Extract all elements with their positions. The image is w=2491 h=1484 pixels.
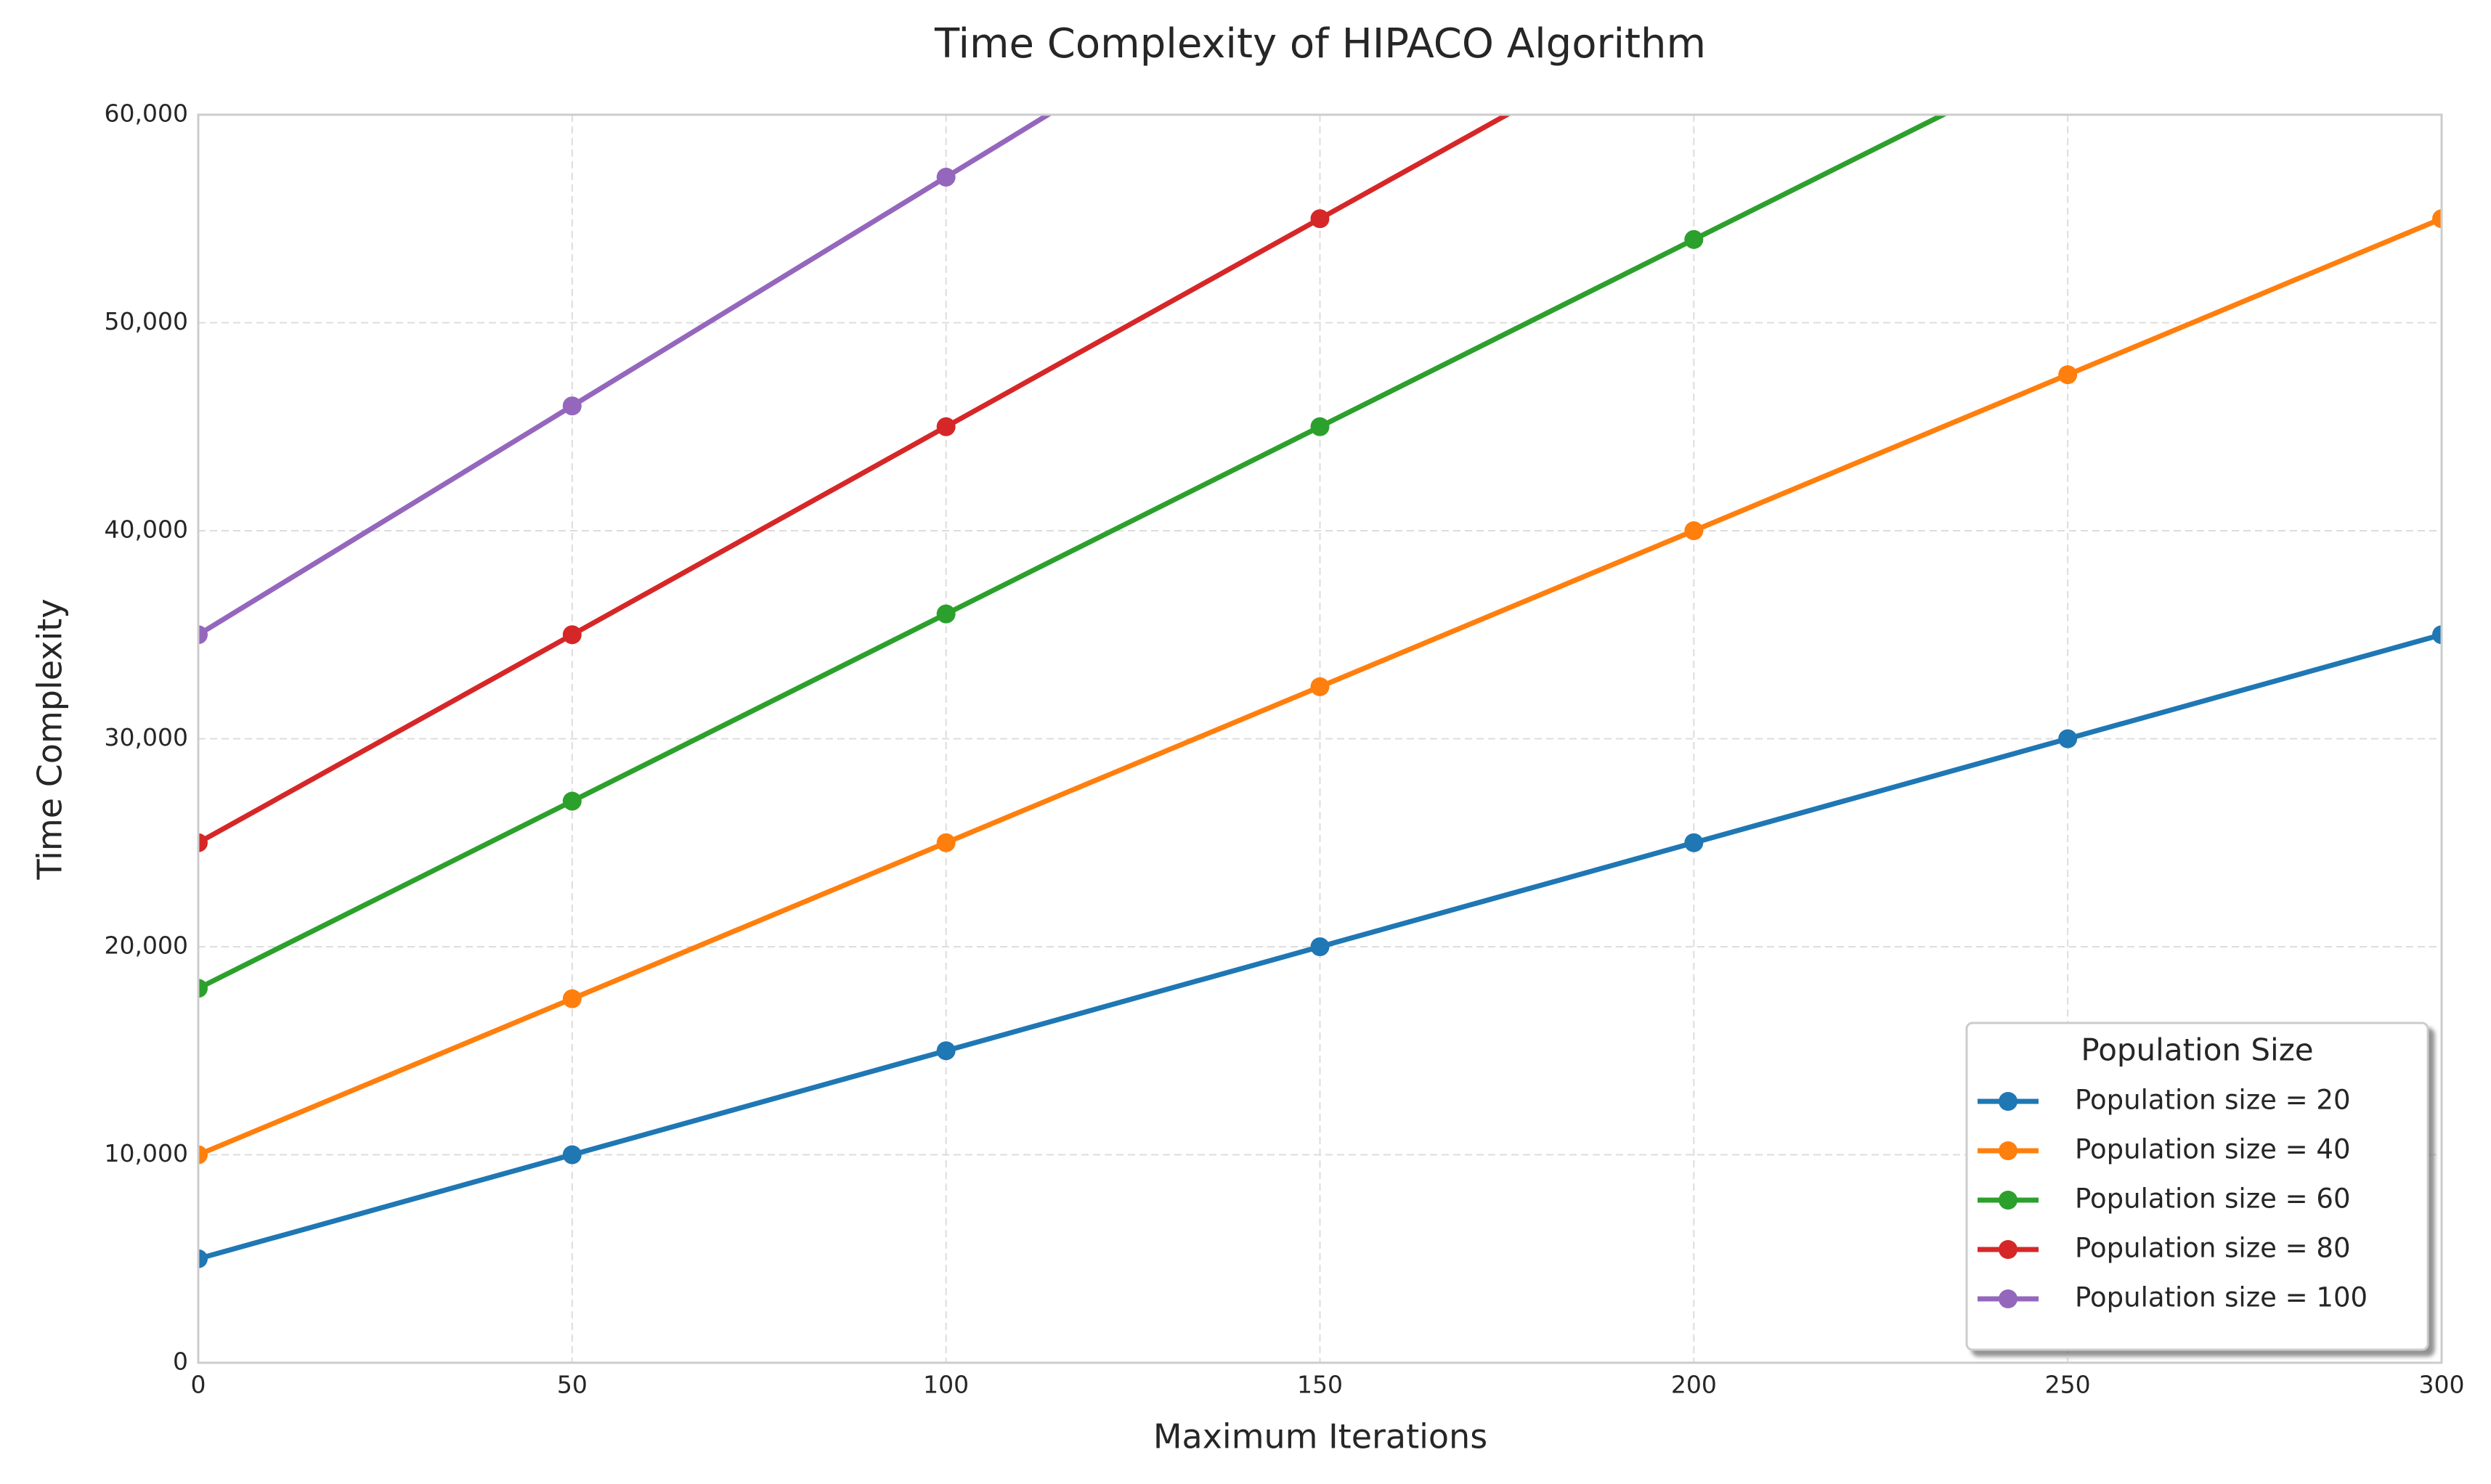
data-point [936, 167, 956, 187]
legend-label: Population size = 100 [2075, 1282, 2368, 1313]
data-point [562, 625, 582, 645]
data-point [2432, 625, 2442, 645]
legend-marker [1999, 1289, 2017, 1308]
data-point [936, 417, 956, 436]
x-axis-label: Maximum Iterations [1153, 1417, 1487, 1456]
data-point [198, 625, 208, 645]
plot-area [198, 115, 2442, 1268]
data-point [1684, 229, 1704, 249]
legend-label: Population size = 80 [2075, 1233, 2351, 1264]
data-point [2432, 209, 2442, 229]
y-tick-label: 0 [173, 1348, 188, 1376]
data-point [1684, 521, 1704, 540]
legend-label: Population size = 60 [2075, 1183, 2351, 1215]
legend-marker [1999, 1092, 2017, 1111]
data-point [1310, 209, 1330, 229]
data-point [2058, 365, 2078, 385]
data-point [1310, 677, 1330, 696]
y-axis-label: Time Complexity [31, 598, 70, 880]
ticks: 0 10,000 20,000 30,000 40,000 50,000 60,000 0 50… [105, 99, 2465, 1399]
legend-marker [1999, 1141, 2017, 1160]
legend-box [1965, 1022, 2429, 1351]
legend: Population Size Population size = 20 Popul… [1965, 1022, 2429, 1351]
x-tick-label: 150 [1297, 1371, 1343, 1399]
chart-title: Time Complexity of HIPACO Algorithm [934, 20, 1706, 68]
data-point [198, 1249, 208, 1268]
data-point [562, 791, 582, 811]
data-point [936, 604, 956, 624]
y-tick-label: 20,000 [105, 931, 188, 960]
data-point [2058, 729, 2078, 749]
data-point [1684, 833, 1704, 852]
legend-title: Population Size [2081, 1032, 2313, 1068]
data-point [936, 1041, 956, 1061]
y-tick-label: 50,000 [105, 307, 188, 335]
data-point [1310, 417, 1330, 436]
data-point [1310, 937, 1330, 956]
data-point [198, 1145, 208, 1165]
x-tick-label: 100 [923, 1371, 969, 1399]
y-tick-label: 40,000 [105, 515, 188, 544]
legend-label: Population size = 40 [2075, 1134, 2351, 1165]
x-tick-label: 250 [2045, 1371, 2091, 1399]
legend-marker [1999, 1191, 2017, 1210]
y-tick-label: 60,000 [105, 99, 188, 128]
x-tick-label: 0 [191, 1371, 206, 1399]
legend-marker [1999, 1240, 2017, 1259]
plot-frame [197, 113, 2443, 1364]
data-point [198, 979, 208, 998]
x-tick-label: 50 [557, 1371, 588, 1399]
y-tick-label: 10,000 [105, 1139, 188, 1167]
data-point [562, 396, 582, 416]
x-tick-label: 300 [2419, 1371, 2465, 1399]
y-tick-label: 30,000 [105, 723, 188, 751]
data-point [936, 833, 956, 852]
legend-label: Population size = 20 [2075, 1085, 2351, 1116]
x-tick-label: 200 [1671, 1371, 1717, 1399]
data-point [198, 833, 208, 852]
data-point [562, 1145, 582, 1165]
data-point [562, 989, 582, 1008]
